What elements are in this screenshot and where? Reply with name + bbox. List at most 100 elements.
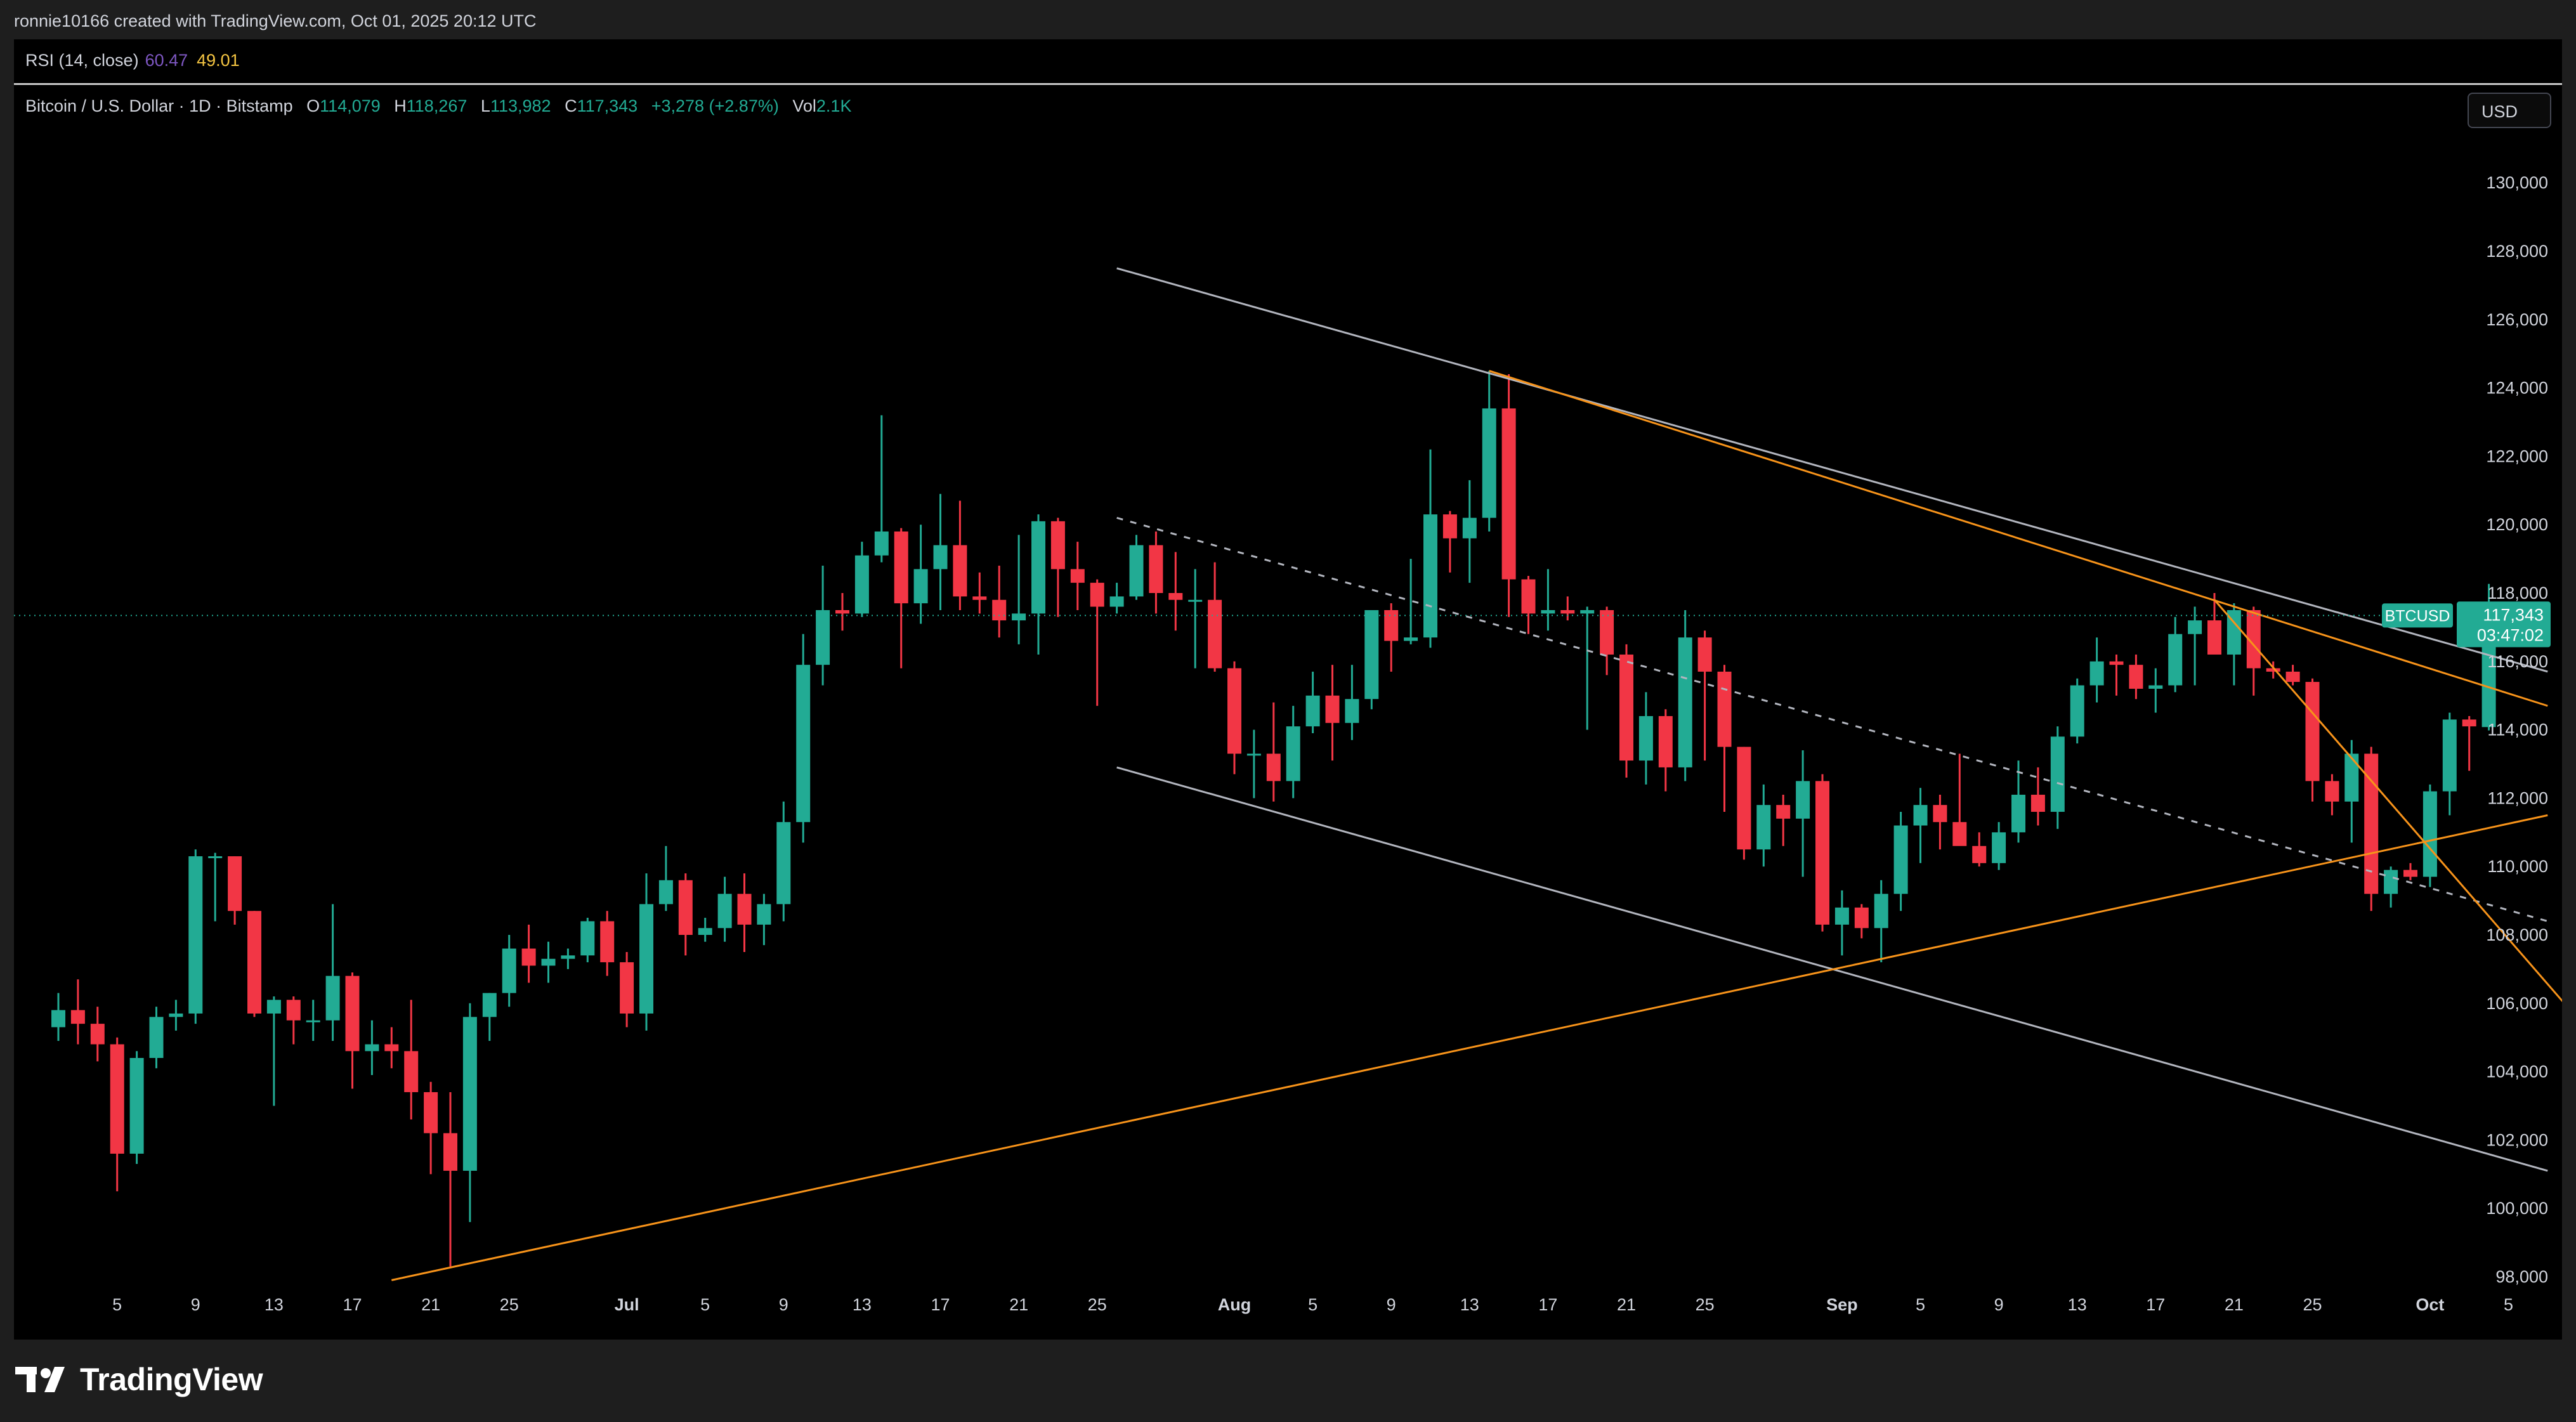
candle-body — [1600, 610, 1614, 655]
candle-body — [1305, 695, 1320, 727]
x-tick-label: Oct — [2416, 1295, 2444, 1314]
currency-button[interactable]: USD — [2468, 93, 2551, 128]
candle-body — [561, 955, 575, 959]
x-tick-label: 9 — [779, 1295, 788, 1314]
x-tick-label: 17 — [2146, 1295, 2165, 1314]
candle-body — [2325, 781, 2339, 802]
candle-body — [2188, 620, 2202, 634]
x-tick-label: 5 — [112, 1295, 122, 1314]
candle-body — [462, 1017, 477, 1171]
y-tick-label: 114,000 — [2487, 721, 2548, 740]
candle-body — [482, 993, 497, 1017]
candle-body — [1442, 514, 1457, 538]
candlestick-chart[interactable]: 98,000 100,000 102,000 104,000 106,000 108,00… — [14, 85, 2562, 1340]
candle-body — [1992, 832, 2006, 863]
header-credit: ronnie10166 created with TradingView.com… — [14, 11, 537, 30]
candle-body — [992, 599, 1007, 621]
tradingview-logo-icon — [15, 1367, 65, 1392]
candle-body — [737, 894, 752, 925]
candle-body — [1521, 579, 1536, 614]
candle-body — [1933, 805, 1947, 823]
candle-body — [2364, 753, 2379, 894]
y-tick-label: 108,000 — [2486, 925, 2548, 944]
candle-body — [2109, 661, 2124, 665]
candle-body — [384, 1044, 399, 1052]
candle-body — [2384, 870, 2398, 894]
candle-body — [1737, 747, 1751, 850]
candle-body — [1638, 716, 1653, 761]
candle-body — [1972, 845, 1987, 863]
price-pane[interactable]: 98,000 100,000 102,000 104,000 106,000 108,00… — [14, 85, 2562, 1340]
candle-body — [1697, 637, 1712, 672]
candle-body — [1050, 521, 1065, 570]
candle-body — [2168, 634, 2183, 686]
candle-body — [1266, 753, 1281, 781]
candle-body — [1384, 610, 1399, 641]
candle-body — [2030, 795, 2045, 812]
candle-body — [2462, 719, 2476, 727]
x-tick-label: 25 — [2303, 1295, 2322, 1314]
candle-body — [757, 904, 771, 925]
x-tick-label: Sep — [1826, 1295, 1858, 1314]
y-tick-label: 100,000 — [2486, 1199, 2548, 1218]
symbol-legend: Bitcoin / U.S. Dollar · 1D · Bitstamp O1… — [25, 96, 851, 116]
candle-body — [1168, 593, 1183, 600]
candle-body — [1580, 610, 1595, 614]
candle-body — [286, 1000, 301, 1021]
close-label: C — [565, 96, 577, 115]
candle-body — [247, 911, 261, 1014]
candle-body — [678, 880, 693, 935]
y-tick-label: 124,000 — [2486, 379, 2548, 398]
candle-body — [658, 880, 673, 904]
high-value: 118,267 — [406, 96, 467, 115]
y-tick-label: 118,000 — [2487, 584, 2548, 603]
y-tick-label: 120,000 — [2486, 515, 2548, 534]
candle-body — [1756, 805, 1771, 850]
x-tick-label: 21 — [1009, 1295, 1028, 1314]
candle-body — [2129, 665, 2143, 689]
candle-body — [2207, 620, 2221, 655]
candle-body — [1149, 545, 1163, 593]
candle-body — [129, 1058, 144, 1154]
x-tick-label: 9 — [1387, 1295, 1396, 1314]
x-tick-label: Aug — [1218, 1295, 1251, 1314]
candle-body — [2246, 610, 2261, 669]
y-tick-label: 110,000 — [2487, 857, 2548, 876]
candle-body — [1560, 610, 1575, 614]
pane-separator[interactable] — [14, 83, 2562, 85]
candle-body — [2285, 671, 2300, 682]
trendline — [1116, 267, 2548, 673]
candle-body — [854, 555, 869, 614]
candle-body — [1070, 569, 1085, 583]
candle-body — [1325, 695, 1340, 723]
y-tick-label: 106,000 — [2486, 994, 2548, 1013]
x-tick-label: 21 — [1617, 1295, 1636, 1314]
rsi-pane[interactable]: RSI (14, close) 60.47 49.01 — [14, 39, 2562, 84]
candle-body — [2403, 870, 2417, 877]
symbol-name[interactable]: Bitcoin / U.S. Dollar · 1D · Bitstamp — [25, 96, 293, 115]
rsi-value-2: 49.01 — [197, 51, 240, 70]
candle-body — [1893, 825, 1908, 894]
candle-body — [1815, 781, 1829, 925]
y-tick-label: 122,000 — [2486, 447, 2548, 466]
x-tick-label: 5 — [1308, 1295, 1317, 1314]
candle-body — [1913, 805, 1928, 826]
candle-body — [51, 1010, 65, 1027]
x-tick-label: 21 — [421, 1295, 440, 1314]
x-tick-label: Jul — [615, 1295, 639, 1314]
candle-body — [913, 569, 928, 604]
y-tick-label: 102,000 — [2486, 1130, 2548, 1149]
candle-body — [2148, 685, 2163, 689]
trendline — [1489, 370, 2548, 707]
symbol-tag — [2382, 603, 2453, 628]
close-value: 117,343 — [577, 96, 638, 115]
x-tick-label: 25 — [1088, 1295, 1107, 1314]
y-tick-label: 128,000 — [2486, 242, 2548, 261]
candle-body — [1717, 671, 1732, 747]
x-tick-label: 17 — [343, 1295, 362, 1314]
candle-body — [2344, 753, 2359, 802]
candle-body — [228, 856, 242, 911]
candle-body — [1678, 637, 1692, 767]
tradingview-brand[interactable]: TradingView — [15, 1361, 263, 1398]
candle-body — [600, 921, 615, 963]
